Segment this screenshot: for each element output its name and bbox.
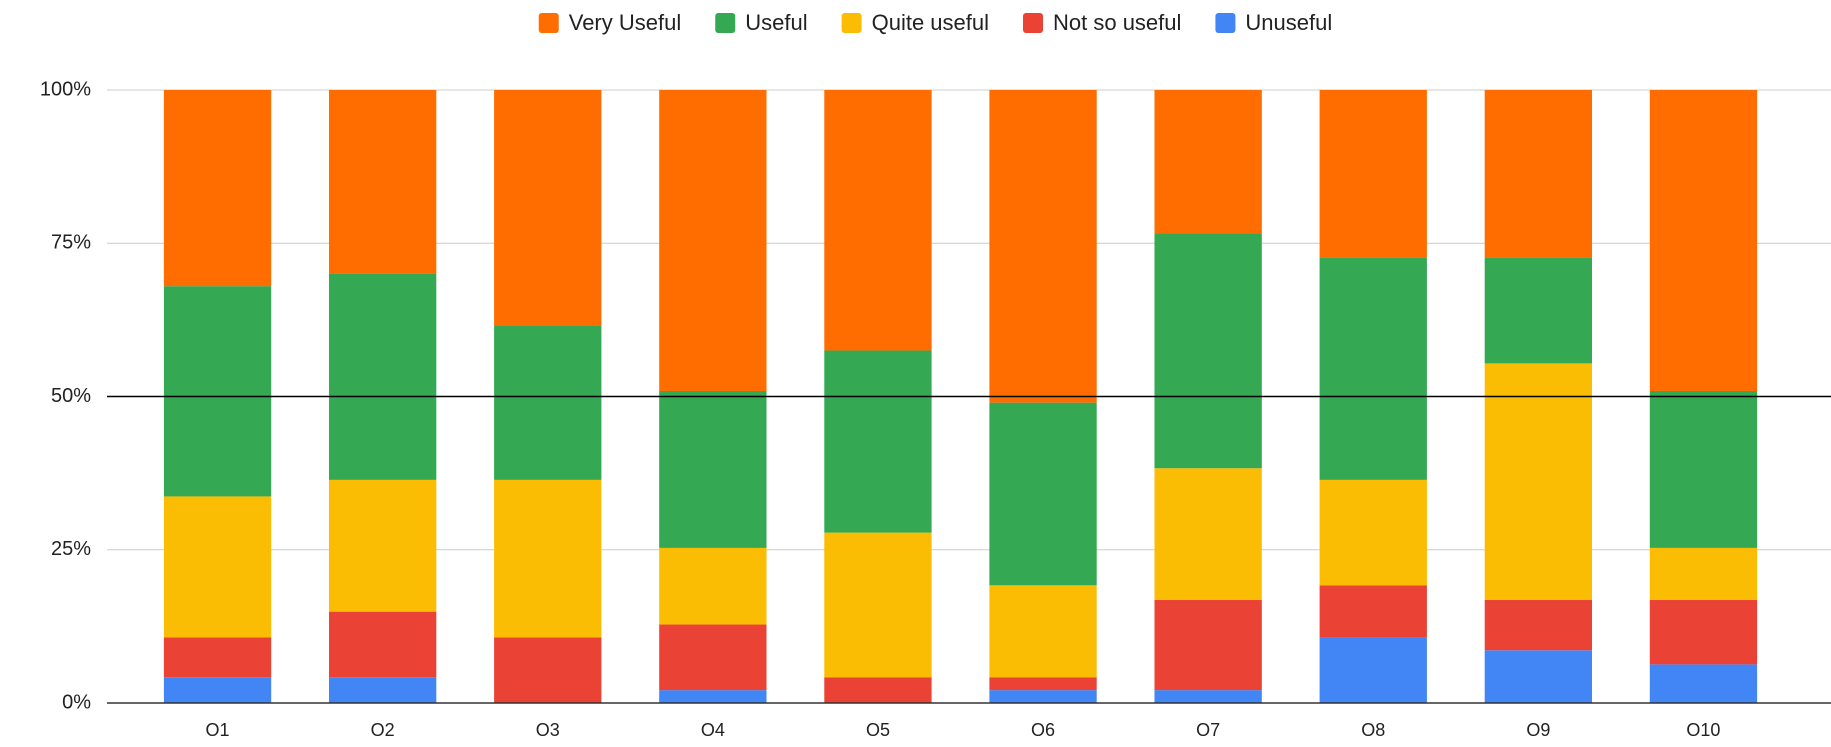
bar-segment	[1319, 257, 1427, 480]
x-tick-label: O3	[536, 720, 560, 740]
legend-label: Useful	[745, 10, 807, 35]
bar-segment	[328, 273, 437, 480]
bar-segment	[163, 677, 272, 703]
bar-segment	[989, 402, 1097, 586]
bar-segment	[328, 90, 437, 274]
bar-segment	[1484, 257, 1593, 364]
x-tick-label: O4	[701, 720, 725, 740]
x-tick-label: O10	[1686, 720, 1720, 740]
bar-segment	[824, 90, 932, 351]
bar-segment	[824, 532, 932, 678]
bar-segment	[659, 690, 767, 703]
bar-segment	[1154, 468, 1262, 601]
legend-label: Unuseful	[1245, 10, 1332, 35]
legend-swatch	[715, 13, 736, 33]
bar-segment	[163, 286, 272, 497]
bar-segment	[989, 585, 1097, 678]
bar-segment	[1484, 600, 1593, 651]
bar-segment	[328, 479, 437, 612]
bar-segment	[659, 90, 767, 391]
bar-segment	[989, 677, 1097, 691]
legend-item: Useful	[715, 10, 808, 35]
y-tick-label: 25%	[51, 538, 91, 560]
legend-item: Unuseful	[1215, 10, 1332, 35]
legend-label: Very Useful	[569, 10, 682, 35]
legend-item: Very Useful	[538, 10, 682, 35]
x-tick-label: O6	[1031, 720, 1055, 740]
bar-segment	[163, 90, 272, 287]
y-tick-label: 50%	[51, 385, 91, 407]
bar-segment	[494, 90, 602, 327]
bar-segment	[1319, 90, 1427, 258]
bar-segment	[1154, 600, 1262, 691]
legend-item: Quite useful	[841, 10, 989, 35]
legend-swatch	[538, 13, 559, 33]
legend-label: Quite useful	[872, 10, 989, 35]
bar-segment	[1319, 479, 1427, 586]
bar-segment	[494, 479, 602, 638]
x-tick-label: O5	[866, 720, 890, 740]
bar-segment	[1649, 547, 1758, 601]
bar-segment	[1649, 600, 1758, 665]
legend-swatch	[841, 13, 862, 33]
y-tick-label: 100%	[40, 78, 91, 100]
bar-segment	[824, 350, 932, 533]
bar-segment	[659, 547, 767, 625]
bar-segment	[163, 496, 272, 638]
legend-label: Not so useful	[1053, 10, 1181, 35]
x-tick-label: O7	[1196, 720, 1220, 740]
bar-segment	[494, 637, 602, 703]
bar-segment	[659, 390, 767, 548]
legend-swatch	[1023, 13, 1044, 33]
bar-segment	[1649, 90, 1758, 391]
bar-segment	[1649, 664, 1758, 703]
y-tick-label: 75%	[51, 232, 91, 254]
bar-segment	[328, 611, 437, 678]
x-tick-label: O2	[371, 720, 395, 740]
bar-segment	[1484, 90, 1593, 258]
bar-segment	[989, 690, 1097, 703]
bar-segment	[1319, 637, 1427, 703]
bar-segment	[494, 326, 602, 480]
bar-segment	[824, 677, 932, 703]
bar-segment	[1154, 690, 1262, 703]
x-tick-label: O1	[206, 720, 230, 740]
bar-segment	[163, 637, 272, 678]
bar-segment	[1319, 585, 1427, 638]
x-tick-label: O8	[1361, 720, 1385, 740]
bar-segment	[659, 624, 767, 691]
y-tick-label: 0%	[62, 691, 91, 713]
bar-segment	[1484, 650, 1593, 703]
legend-item: Not so useful	[1023, 10, 1181, 35]
bar-segment	[989, 90, 1097, 403]
bar-segment	[1649, 390, 1758, 548]
bar-segment	[1484, 363, 1593, 601]
bar-segment	[1154, 233, 1262, 469]
x-tick-label: O9	[1526, 720, 1550, 740]
legend-swatch	[1215, 13, 1236, 33]
bar-segment	[328, 677, 437, 703]
bar-segment	[1154, 90, 1262, 234]
